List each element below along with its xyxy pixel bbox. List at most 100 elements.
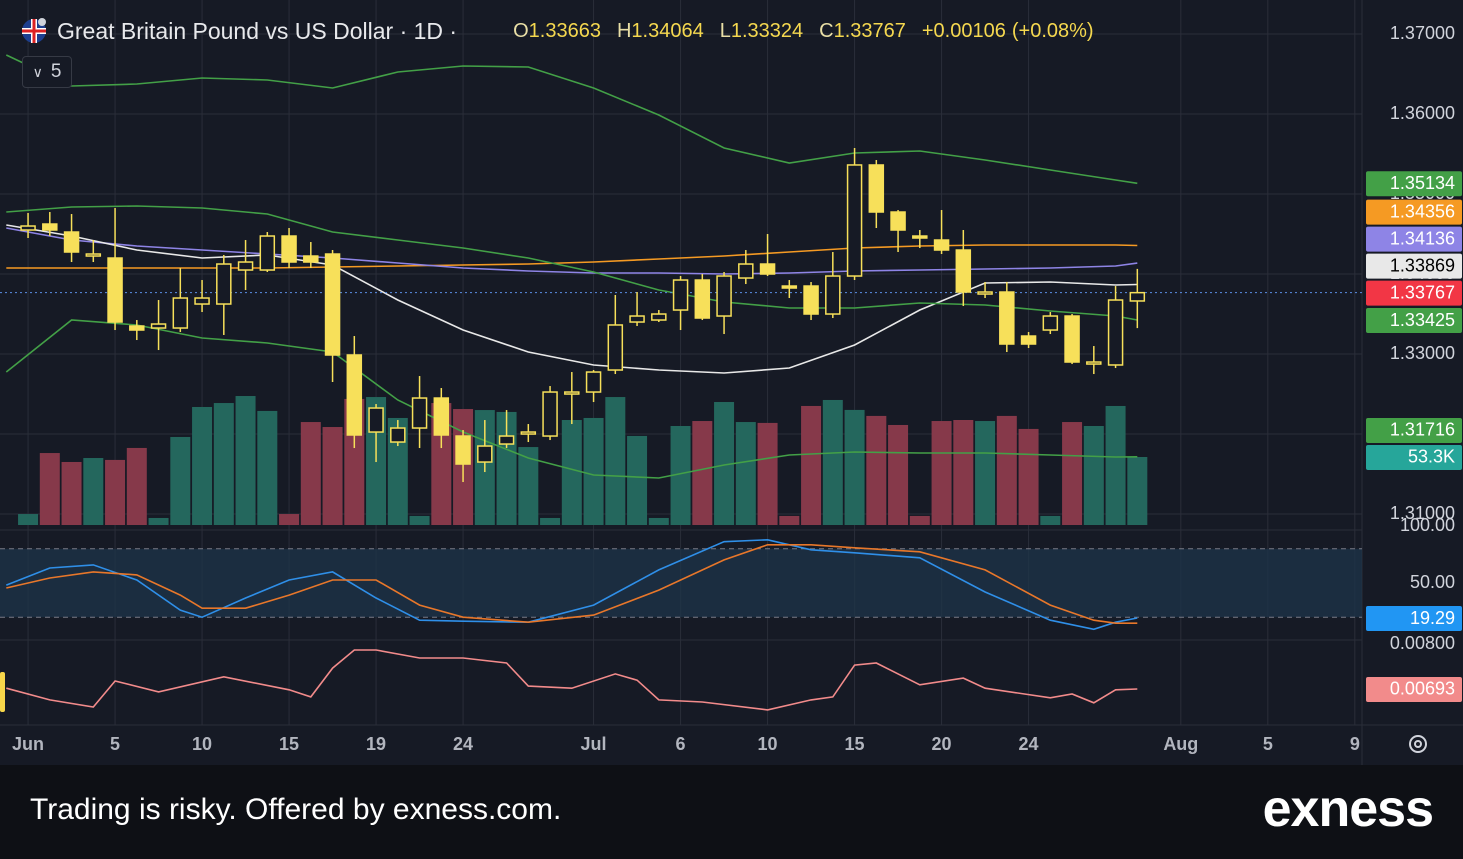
price-badge <box>1366 199 1462 225</box>
volume-bar <box>235 396 256 525</box>
volume-bar <box>1105 405 1126 525</box>
volume-bar <box>61 461 82 525</box>
candle-body <box>129 325 145 331</box>
plot: Jun 5 10 15 19 24 Jul 6 10 15 20 24 Aug 5 9 1.37000 1.36… <box>0 23 1462 754</box>
candle-body <box>20 225 36 231</box>
x-tick-label: 24 <box>1019 734 1039 754</box>
volume-bar <box>518 447 539 525</box>
x-tick-label: 15 <box>845 734 865 754</box>
atr-line <box>6 649 1138 711</box>
volume-bar <box>126 447 147 525</box>
volume-bar <box>257 410 278 525</box>
ohlc-value: 1.33663 <box>528 19 601 42</box>
candle-body <box>107 257 123 323</box>
candle-body <box>846 164 863 277</box>
volume-bar <box>779 515 800 525</box>
volume-bar <box>692 421 713 525</box>
indicator-count: 5 <box>50 61 62 82</box>
price-badge <box>1366 417 1462 443</box>
volume-bar <box>670 425 691 525</box>
price-badge <box>1366 444 1462 470</box>
volume-bar <box>822 399 843 525</box>
volume-bar <box>279 514 300 525</box>
ohlc-letter: L <box>719 19 731 42</box>
price-badge-label: 1.31716 <box>1390 420 1455 440</box>
candle-body <box>194 297 210 305</box>
candle-body <box>1064 315 1080 363</box>
brand-logo: exness <box>1262 780 1434 838</box>
atr-tick-label: 0.00800 <box>1390 633 1455 653</box>
price-badge-label: 1.35134 <box>1390 173 1455 193</box>
candle-body <box>237 261 254 271</box>
volume-bar <box>866 415 887 525</box>
volume-bar <box>387 417 408 525</box>
price-badge <box>1366 676 1462 702</box>
candle-body <box>694 279 711 319</box>
candle-body <box>1107 299 1124 366</box>
flag <box>22 18 46 43</box>
stoch-tick-label: 100.00 <box>1400 515 1455 535</box>
symbol-title: Great Britain Pound vs US Dollar · 1D · <box>57 17 458 44</box>
candle-body <box>303 255 319 263</box>
price-badge-label: 0.00693 <box>1390 679 1455 699</box>
x-tick-label: Aug <box>1163 734 1198 754</box>
change: +0.00106 <box>921 19 1006 42</box>
stoch-line <box>6 544 1138 624</box>
candle-body <box>498 435 515 445</box>
footer: Trading is risky. Offered by exness.com.… <box>0 765 1463 859</box>
volume-bar <box>561 420 582 525</box>
candle-body <box>520 431 537 435</box>
indicator-toggle[interactable]: ∨ 5 <box>22 56 72 88</box>
volume-bar <box>909 515 930 525</box>
candle-body <box>1086 361 1102 365</box>
indicator-line <box>6 227 1138 275</box>
price-badge <box>1366 308 1462 334</box>
price-badge <box>1366 606 1462 632</box>
price-badge-label: 1.34136 <box>1390 228 1455 248</box>
stoch-tick-label: 50.00 <box>1410 572 1455 592</box>
volume-bar <box>953 420 974 525</box>
candle-body <box>390 427 406 443</box>
settings-icon[interactable] <box>1409 735 1427 753</box>
candle-body <box>672 279 689 311</box>
candle-body <box>368 407 384 433</box>
indicator-line <box>6 205 1138 321</box>
volume-bar <box>801 405 822 525</box>
x-tick-label: Jun <box>12 734 44 754</box>
x-tick-label: 5 <box>110 734 120 754</box>
x-tick-label: 6 <box>676 734 686 754</box>
volume-bar <box>888 424 909 525</box>
volume-bar <box>605 397 626 525</box>
price-badge <box>1366 226 1462 252</box>
x-tick-label: 24 <box>453 734 473 754</box>
y-tick-label: 1.36000 <box>1390 103 1455 123</box>
volume-bar <box>627 435 648 525</box>
candle-body <box>150 323 167 329</box>
x-tick-label: 15 <box>279 734 299 754</box>
change-pct: (+0.08%) <box>1011 19 1094 42</box>
x-tick-label: Jul <box>581 734 607 754</box>
candle-body <box>738 263 754 279</box>
x-tick-label: 19 <box>366 734 386 754</box>
candle-body <box>999 291 1015 345</box>
candle-body <box>607 324 624 371</box>
y-tick-label: 1.31000 <box>1390 503 1455 523</box>
candle-body <box>716 275 732 317</box>
candle-body <box>281 235 297 263</box>
volume-bar <box>39 453 60 525</box>
y-tick-label: 1.37000 <box>1390 23 1455 43</box>
background <box>0 0 1463 765</box>
side-tab[interactable] <box>0 672 5 712</box>
volume-bar <box>735 422 756 525</box>
volume-bar <box>648 517 669 525</box>
volume-bar <box>540 517 561 525</box>
x-tick-label: 10 <box>758 734 778 754</box>
candle-body <box>172 297 189 329</box>
volume-bar <box>1018 428 1039 525</box>
volume-bar <box>757 422 778 525</box>
candle-body <box>585 371 602 393</box>
volume-bar <box>1040 515 1061 525</box>
candle-body <box>1042 315 1059 331</box>
candle-body <box>455 435 471 465</box>
header: Great Britain Pound vs US Dollar · 1D · … <box>20 14 1094 48</box>
